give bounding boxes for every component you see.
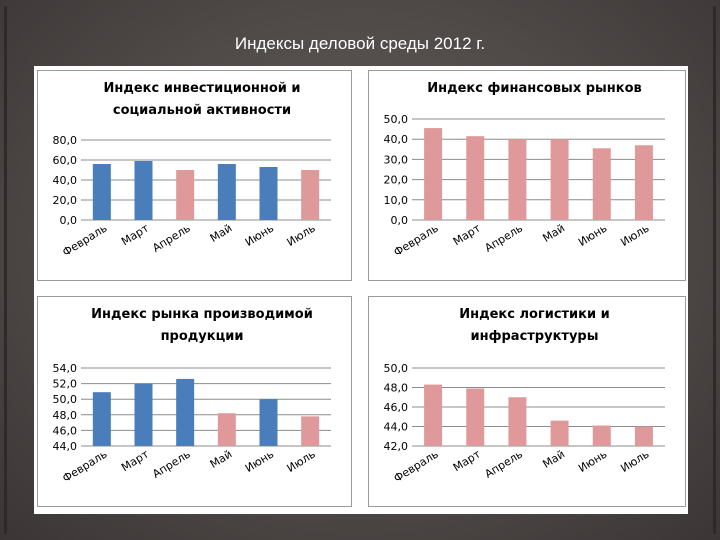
chart-1-ytick-label-1: 0,0 [60,214,78,227]
chart-1-title-line-2: социальной активности [113,103,291,118]
chart-1-border [37,70,352,281]
chart-3-bar-5 [259,399,278,446]
chart-2-ytick-label-5: 40,0 [384,133,409,146]
chart-3-ytick-label-4: 50,0 [53,393,78,406]
chart-1-title-line-1: Индекс инвестиционной и [103,81,300,96]
chart-3-bar-2 [134,383,153,446]
chart-3-ytick-label-5: 52,0 [53,378,78,391]
chart-2-bar-6 [634,145,653,220]
chart-3-ytick-label-1: 44,0 [53,440,78,453]
chart-3-bar-3 [176,378,195,446]
chart-2-title-line-1: Индекс финансовых рынков [427,81,642,96]
chart-3-ytick-label-2: 46,0 [53,424,78,437]
chart-4-bar-4 [550,420,569,446]
chart-4-ytick-label-3: 46,0 [384,401,409,414]
chart-3-title-line-1: Индекс рынка производимой [91,307,313,322]
chart-1-ytick-label-2: 20,0 [53,194,78,207]
chart-2-bar-4 [550,139,569,220]
chart-2-ytick-label-3: 20,0 [384,174,409,187]
chart-1-bar-5 [259,167,278,220]
page-title: Индексы деловой среды 2012 г. [234,34,486,53]
chart-2-border [368,70,686,281]
chart-2-bar-1 [424,128,443,220]
chart-1-bar-6 [301,170,320,220]
chart-3-border [37,296,352,507]
chart-4-bar-5 [592,425,611,446]
chart-3-bar-1 [92,392,111,446]
chart-4-border [368,296,686,507]
chart-3-ytick-label-6: 54,0 [53,362,78,375]
chart-2-ytick-label-1: 0,0 [391,214,409,227]
chart-4-ytick-label-1: 42,0 [384,440,409,453]
chart-3-bar-4 [217,413,236,446]
chart-1-ytick-label-5: 80,0 [53,134,78,147]
chart-2-ytick-label-2: 10,0 [384,194,409,207]
chart-4-ytick-label-4: 48,0 [384,382,409,395]
chart-1-ytick-label-3: 40,0 [53,174,78,187]
chart-3-bar-6 [301,416,320,446]
chart-1-bar-3 [176,170,195,220]
chart-1-ytick-label-4: 60,0 [53,154,78,167]
right-frame-bar [713,6,716,534]
chart-2-ytick-label-4: 30,0 [384,153,409,166]
chart-2-bar-2 [466,136,485,220]
chart-4-ytick-label-5: 50,0 [384,362,409,375]
chart-4-bar-2 [466,388,485,446]
chart-1-bar-1 [92,164,111,220]
chart-4-title-line-1: Индекс логистики и [459,307,610,322]
chart-3-title-line-2: продукции [161,329,244,344]
chart-4-bar-3 [508,397,527,446]
chart-4-bar-1 [424,384,443,446]
chart-3-ytick-label-3: 48,0 [53,409,78,422]
chart-2-bar-3 [508,139,527,220]
chart-1-bar-2 [134,161,153,220]
chart-4-bar-6 [634,426,653,446]
chart-2-ytick-label-6: 50,0 [384,113,409,126]
chart-1-bar-4 [217,164,236,220]
left-frame-bar [4,6,7,534]
chart-4-title-line-2: инфраструктуры [471,329,599,344]
chart-4-ytick-label-2: 44,0 [384,421,409,434]
chart-2-bar-5 [592,148,611,220]
